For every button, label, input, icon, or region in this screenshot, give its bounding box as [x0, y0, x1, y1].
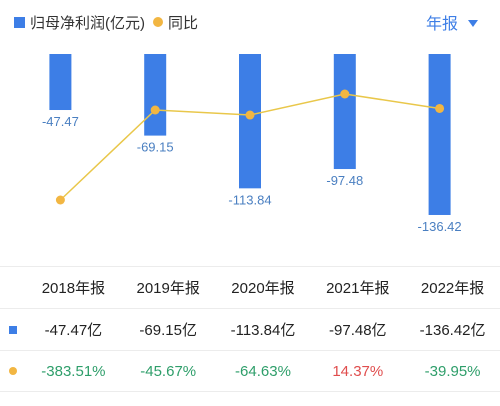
bar-legend-label: 归母净利润(亿元) [30, 14, 145, 32]
table-header-cell: 2018年报 [41, 280, 106, 297]
period-selector[interactable]: 年报 [426, 9, 478, 35]
bar-value-label: -47.47 [42, 114, 79, 129]
yoy-cell: -45.67% [140, 362, 197, 380]
yoy-point [150, 105, 160, 115]
bar-series-marker [9, 325, 17, 334]
profit-bar [144, 54, 167, 136]
bar-value-label: -136.42 [418, 219, 462, 234]
profit-cell: -136.42亿 [419, 322, 486, 339]
table-header-cell: 2019年报 [136, 280, 200, 297]
profit-cell: -97.48亿 [329, 322, 387, 339]
yoy-point [435, 103, 445, 113]
yoy-point [55, 195, 65, 205]
table-row-profit: -47.47亿 -69.15亿 -113.84亿 -97.48亿 -136.42… [0, 308, 500, 350]
table-header-cell: 2020年报 [231, 280, 295, 297]
line-legend-swatch [153, 17, 163, 27]
yoy-point [340, 89, 350, 99]
yoy-point [245, 110, 255, 120]
table-header-cell: 2022年报 [420, 280, 485, 297]
yoy-cell: 14.37% [332, 362, 384, 380]
data-table: 2018年报 2019年报 2020年报 2021年报 2022年报 -47.4… [0, 266, 500, 392]
yoy-cell: -64.63% [235, 362, 291, 380]
period-selector-label[interactable]: 年报 [425, 16, 458, 33]
profit-bar [49, 54, 72, 111]
chevron-down-icon[interactable] [468, 19, 478, 27]
profit-bar [239, 54, 261, 189]
chart-legend: 归母净利润(亿元) 同比 [14, 9, 198, 35]
profit-cell: -113.84亿 [230, 322, 296, 339]
bar-value-label: -113.84 [228, 192, 271, 207]
profit-cell: -47.47亿 [44, 322, 103, 339]
line-legend-label: 同比 [168, 14, 199, 32]
bar-value-label: -69.15 [137, 140, 174, 155]
profit-bar [428, 54, 451, 215]
profit-chart: -47.47 -69.15 -113.84 -97.48 -136.42 [42, 54, 462, 234]
line-series-marker [9, 367, 17, 375]
table-header-row: 2018年报 2019年报 2020年报 2021年报 2022年报 [0, 266, 500, 308]
bar-value-label: -97.48 [326, 173, 363, 188]
table-row-yoy: -383.51% -45.67% -64.63% 14.37% -39.95% [0, 350, 500, 392]
yoy-cell: -383.51% [41, 362, 106, 380]
table-header-cell: 2021年报 [326, 280, 390, 297]
profit-bar [333, 54, 356, 170]
bar-legend-swatch [14, 16, 25, 28]
profit-cell: -69.15亿 [139, 322, 197, 339]
yoy-cell: -39.95% [424, 362, 481, 380]
